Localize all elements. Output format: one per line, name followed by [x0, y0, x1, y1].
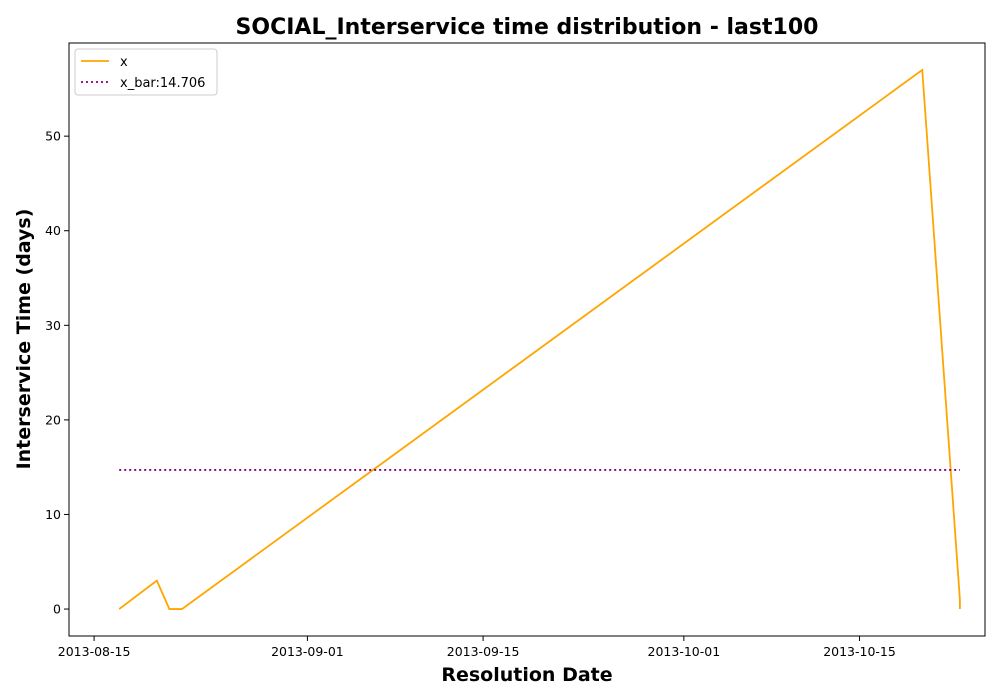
y-tick-label: 20 [45, 412, 61, 427]
y-axis-label: Interservice Time (days) [13, 209, 35, 470]
x-tick-label: 2013-09-15 [447, 644, 520, 659]
x-tick-label: 2013-08-15 [58, 644, 131, 659]
y-tick-label: 0 [53, 602, 61, 617]
legend-label-x-bar: x_bar:14.706 [120, 76, 205, 91]
legend-label-x: x [120, 55, 128, 70]
y-tick-label: 40 [45, 223, 61, 238]
x-axis-label: Resolution Date [441, 664, 612, 686]
series-layer [118, 68, 961, 610]
y-tick-label: 30 [45, 318, 61, 333]
x-tick-label: 2013-09-01 [271, 644, 344, 659]
y-tick-label: 10 [45, 507, 61, 522]
x-tick-label: 2013-10-01 [648, 644, 721, 659]
ticks-layer: 2013-08-15 2013-09-01 2013-09-15 2013-10-01… [45, 129, 896, 659]
plot-area-frame [68, 42, 986, 637]
x-tick-label: 2013-10-15 [823, 644, 896, 659]
chart-title: SOCIAL_Interservice time distribution - … [236, 15, 819, 40]
y-tick-label: 50 [45, 129, 61, 144]
legend-box [74, 48, 218, 96]
legend: x x_bar:14.706 [74, 48, 218, 96]
series-line-x [118, 68, 961, 610]
